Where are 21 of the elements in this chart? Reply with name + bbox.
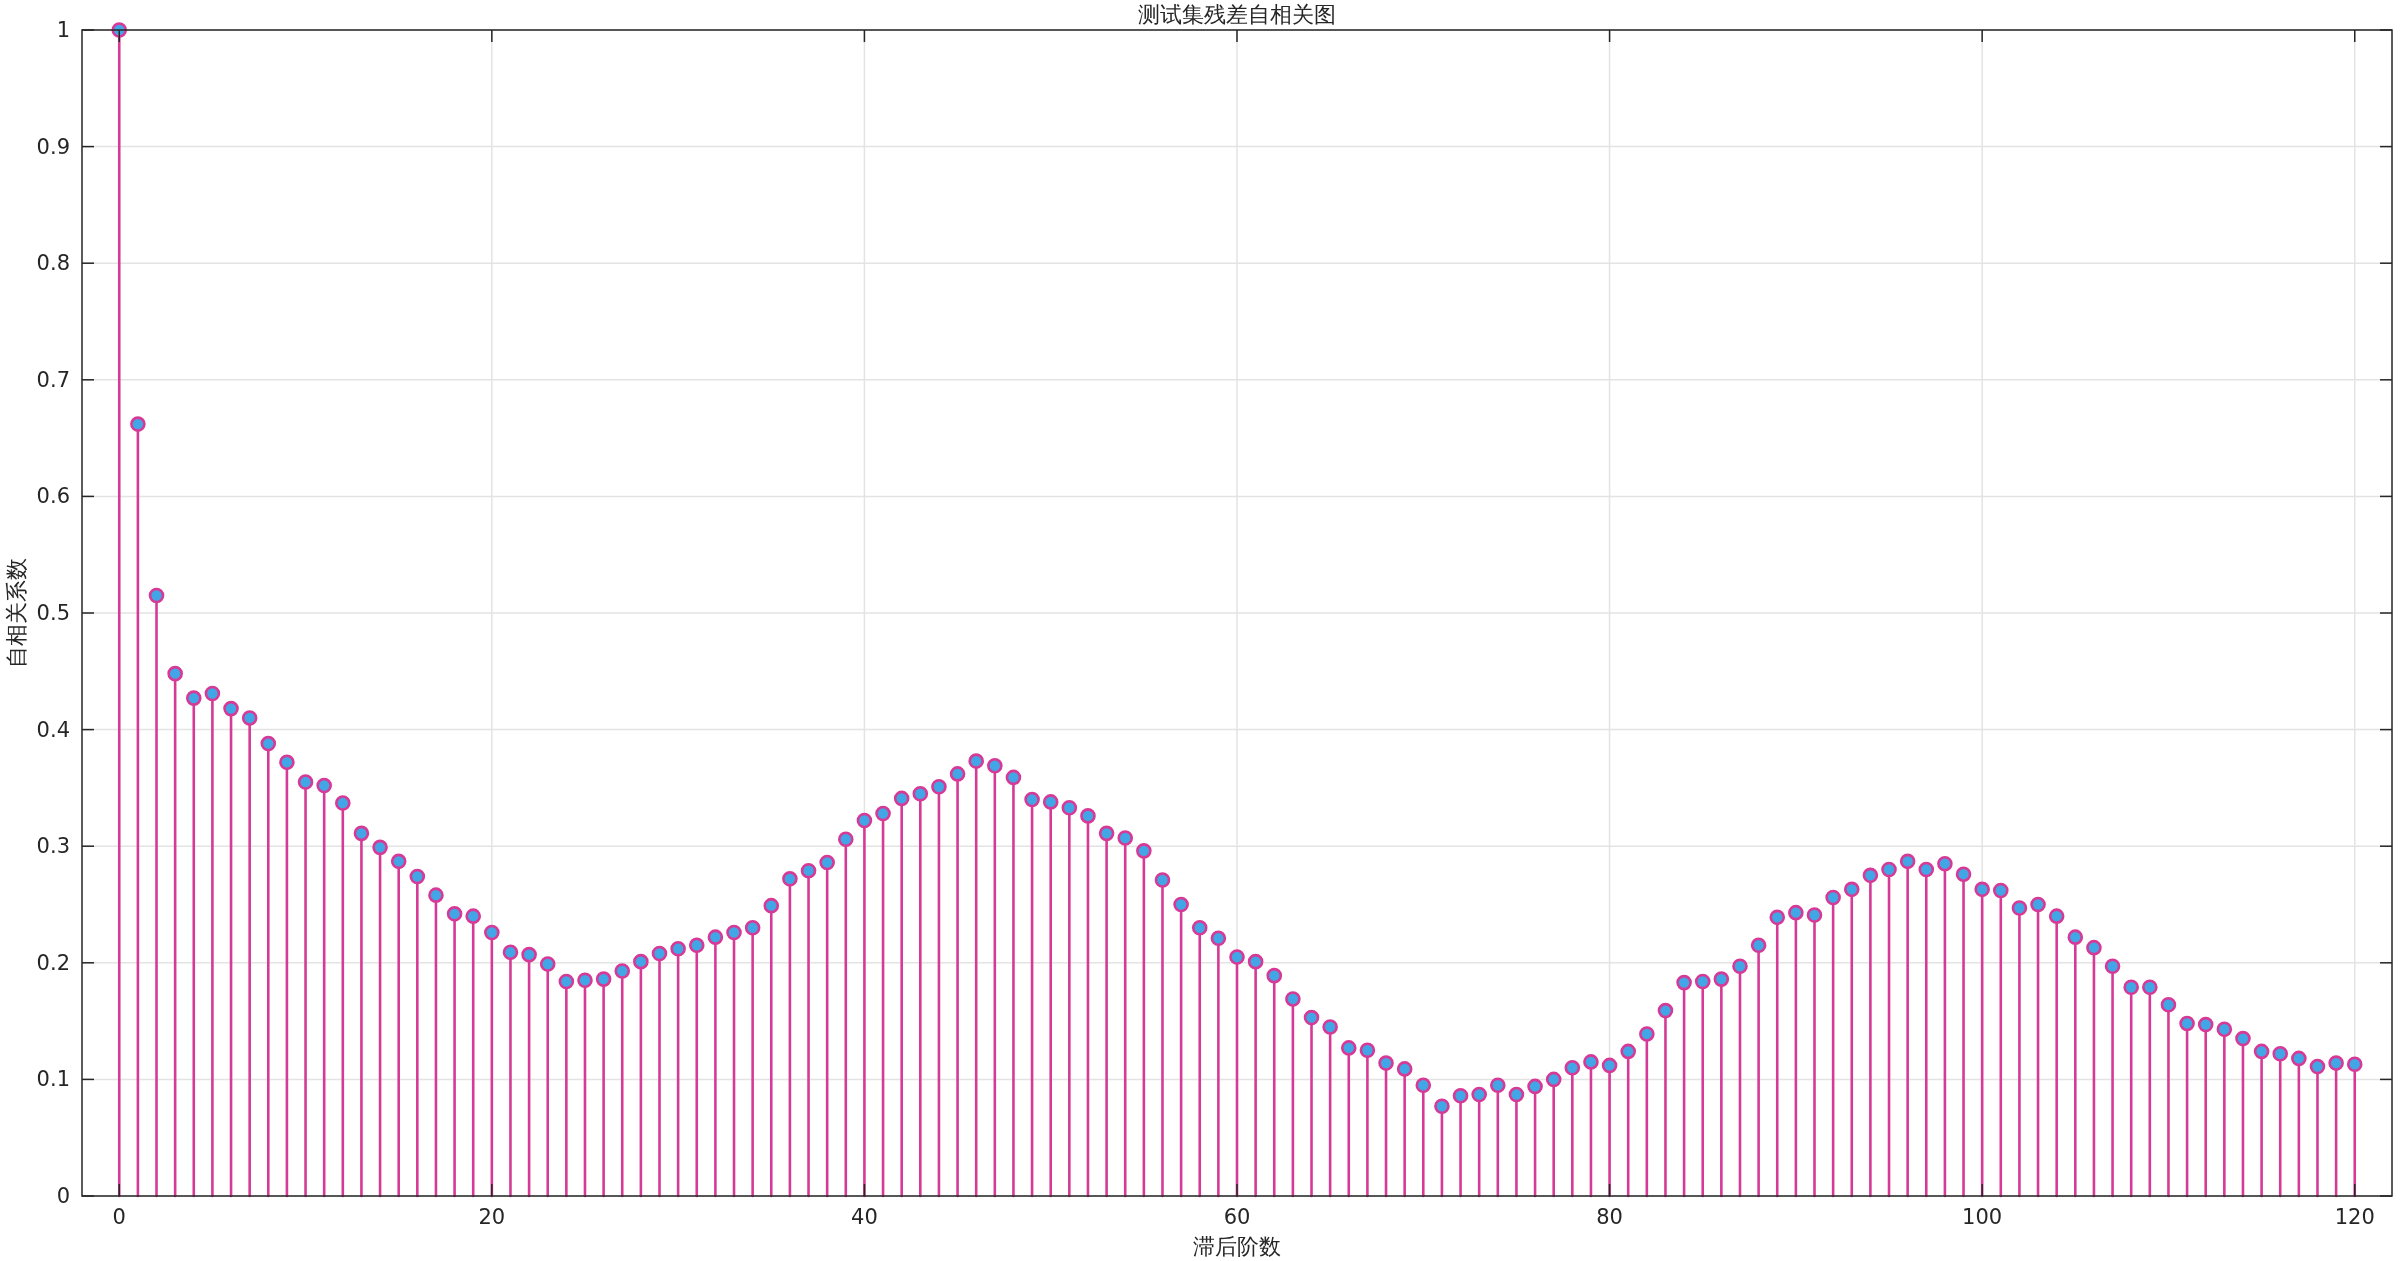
x-tick-label: 0 [112,1205,126,1229]
y-tick-label: 0.3 [36,834,70,859]
y-tick-label: 1 [56,18,70,42]
x-tick-label: 80 [1596,1205,1623,1229]
y-tick-label: 0.4 [36,717,70,742]
x-tick-label: 60 [1223,1205,1251,1229]
chart-title: 测试集残差自相关图 [1138,2,1336,27]
y-axis-title: 自相关系数 [4,558,29,668]
x-tick-label: 120 [2334,1205,2375,1229]
x-axis-title: 滞后阶数 [1193,1234,1281,1259]
y-tick-label: 0.6 [36,484,70,509]
y-tick-label: 0.2 [36,950,70,975]
y-tick-label: 0.7 [36,367,70,392]
y-tick-label: 0.9 [36,134,70,159]
x-tick-label: 100 [1962,1205,2003,1229]
x-tick-label: 20 [478,1205,506,1229]
x-tick-label: 40 [851,1205,878,1229]
y-tick-label: 0.8 [36,251,70,276]
y-tick-label: 0.5 [36,601,70,625]
y-tick-label: 0.1 [36,1067,70,1092]
y-tick-label: 0 [56,1184,70,1208]
